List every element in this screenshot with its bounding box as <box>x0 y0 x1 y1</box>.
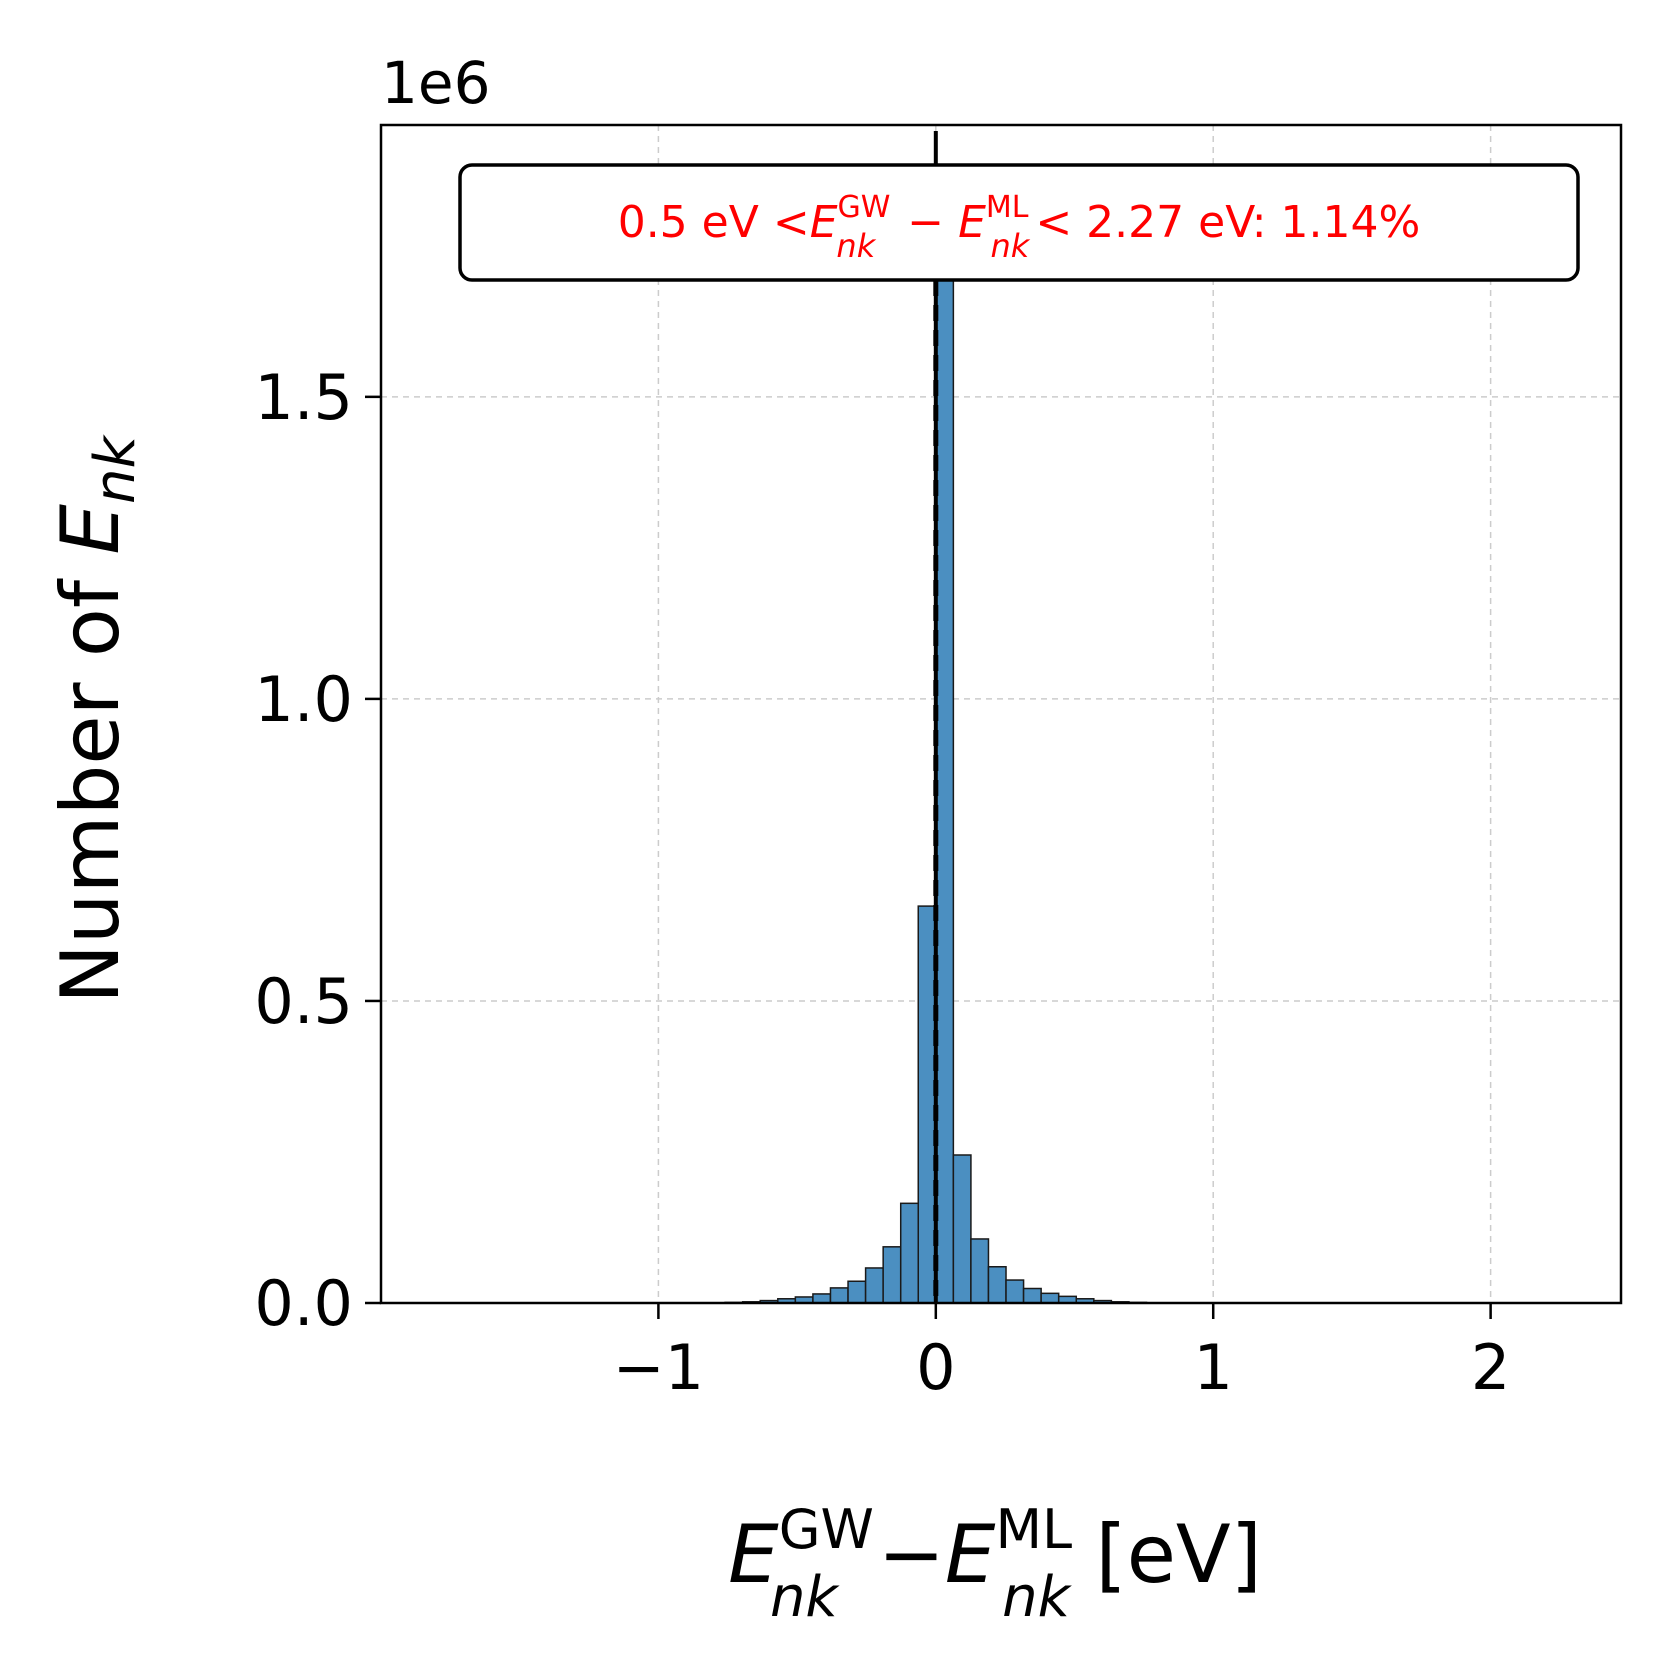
histogram-bar-14 <box>970 1238 990 1304</box>
annotation-pre: 0.5 eV < <box>618 197 810 248</box>
y-axis-label: Number of Enk <box>44 434 148 1004</box>
axes-frame <box>379 123 1623 1305</box>
x-label-sub2: nk <box>1002 1565 1072 1630</box>
histogram-bar-5 <box>812 1293 832 1304</box>
y-tick-label-0: 0.0 <box>254 1267 353 1340</box>
x-tick-label-1: 0 <box>916 1331 955 1404</box>
histogram-bar-6 <box>829 1287 849 1304</box>
histogram-bar-11 <box>917 905 937 1304</box>
x-label-minus: − <box>878 1508 945 1601</box>
y-label-e: E <box>44 504 137 555</box>
annotation-text: 0.5 eV <EGW nk − EML nk < 2.27 eV: 1.14% <box>618 190 1421 265</box>
histogram-bar-9 <box>882 1246 902 1304</box>
histogram-bar-7 <box>847 1280 867 1304</box>
y-label-text: Number of <box>44 555 137 1004</box>
y-offset-text: 1e6 <box>381 49 491 117</box>
y-tick-label-1: 0.5 <box>254 965 353 1038</box>
x-label-unit: [eV] <box>1070 1508 1262 1601</box>
annotation-sup1: GW <box>838 190 891 225</box>
histogram-bar-15 <box>987 1266 1007 1304</box>
x-axis-label: EGW nk −EML nk [eV] <box>728 1498 1262 1630</box>
y-axis-ticks: 0.0 0.5 1.0 1.5 <box>254 361 381 1340</box>
annotation: 0.5 eV <EGW nk − EML nk < 2.27 eV: 1.14% <box>458 163 1580 282</box>
y-tick-label-3: 1.5 <box>254 361 353 434</box>
histogram-bar-8 <box>864 1267 884 1304</box>
histogram-bar-12 <box>935 172 955 1304</box>
y-label-sub: nk <box>83 434 148 504</box>
annotation-sub2: nk <box>991 227 1031 265</box>
x-tick-label-0: −1 <box>613 1331 704 1404</box>
grid-lines <box>381 125 1621 1304</box>
histogram-bar-17 <box>1022 1287 1042 1304</box>
x-label-sup1: GW <box>779 1498 874 1561</box>
histogram-bar-16 <box>1005 1279 1025 1304</box>
histogram-bar-18 <box>1040 1292 1060 1304</box>
histogram-bar-13 <box>952 1154 972 1304</box>
x-tick-label-3: 2 <box>1471 1331 1510 1404</box>
x-label-sub1: nk <box>770 1565 840 1630</box>
x-label-sup2: ML <box>995 1498 1072 1561</box>
histogram-bar-10 <box>899 1202 920 1304</box>
annotation-sub1: nk <box>836 227 876 265</box>
x-tick-label-2: 1 <box>1193 1331 1232 1404</box>
annotation-post: < 2.27 eV: 1.14% <box>1035 197 1420 248</box>
annotation-box <box>458 163 1580 282</box>
annotation-sup2: ML <box>986 190 1029 225</box>
x-label-e1: E <box>728 1508 779 1601</box>
y-tick-label-2: 1.0 <box>254 663 353 736</box>
x-axis-ticks: −1 0 1 2 <box>613 1303 1510 1404</box>
annotation-e2: E <box>958 197 986 248</box>
x-label-e2: E <box>945 1508 996 1601</box>
annotation-e1: E <box>810 197 838 248</box>
annotation-minus: − <box>893 197 958 248</box>
